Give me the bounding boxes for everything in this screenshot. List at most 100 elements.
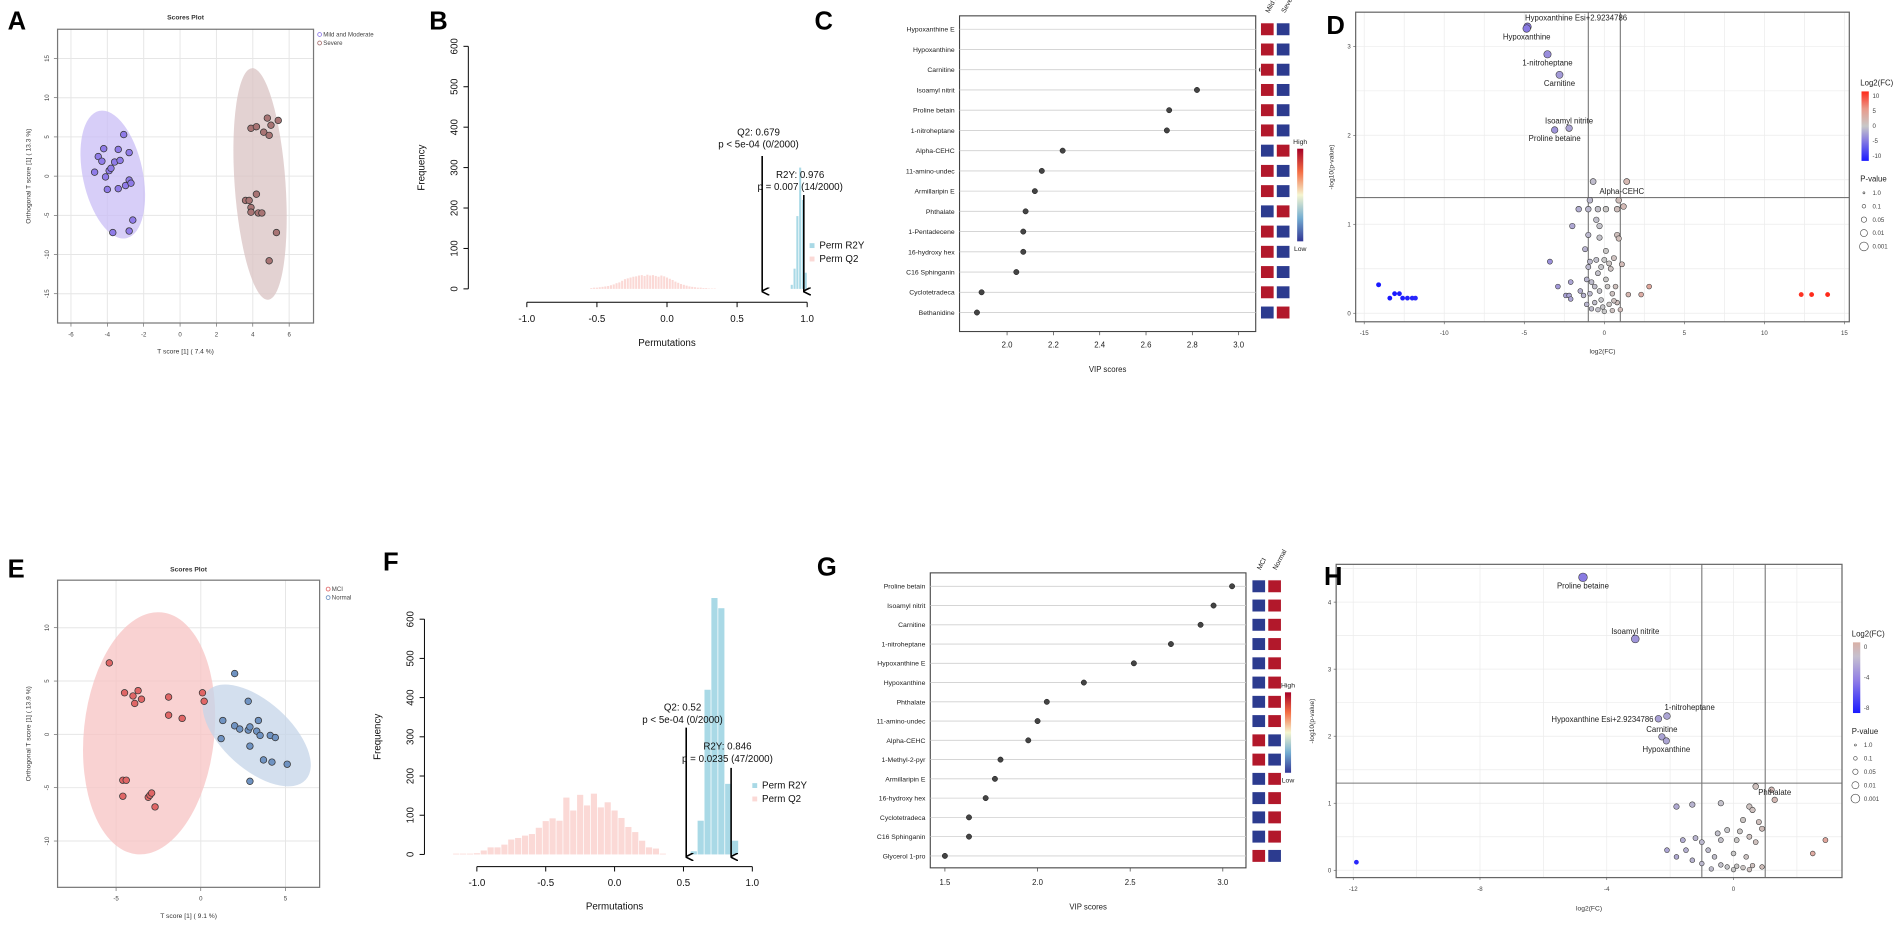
data-point [114, 145, 122, 154]
y-axis-label: -log10(p-value) [1309, 698, 1316, 743]
vip-dot [974, 309, 980, 316]
histogram-bar-perm-q2 [640, 275, 643, 289]
data-point [236, 725, 244, 733]
histogram-bar-perm-q2 [691, 286, 694, 289]
feature-label: 11-amino-undec [877, 719, 926, 726]
plot-background [1336, 564, 1842, 878]
data-point [1825, 292, 1831, 297]
x-tick-label: -0.5 [589, 314, 606, 325]
y-tick-label: 200 [405, 767, 416, 784]
data-point [1603, 248, 1609, 254]
heatmap-cell [1260, 83, 1275, 97]
data-point [1598, 264, 1604, 270]
x-tick-label: -1.0 [518, 314, 535, 325]
data-point [1714, 830, 1721, 837]
y-tick-label: -5 [44, 212, 51, 218]
histogram-bar-perm-q2 [494, 847, 501, 855]
histogram-bar-perm-q2 [671, 279, 674, 289]
data-point [107, 164, 115, 172]
data-point [1708, 866, 1714, 872]
volcano-plot-panel-H: Proline betaine Isoamyl nitrite 1-nitrohep… [1309, 563, 1885, 912]
heatmap-cell [1267, 714, 1282, 728]
x-tick-label: -4 [105, 331, 111, 338]
heatmap-cell [1276, 204, 1291, 219]
heatmap-cell [1251, 849, 1266, 863]
panel-label: G [817, 553, 837, 581]
size-legend-label: 1.0 [1872, 190, 1881, 197]
data-point [1596, 288, 1603, 294]
histogram-bar-perm-q2 [615, 283, 618, 289]
data-point [1617, 307, 1623, 313]
x-tick-label: 0 [1603, 330, 1607, 337]
point-label: Isoamyl nitrite [1545, 116, 1593, 125]
histogram-bar-perm-q2 [583, 805, 591, 855]
x-axis-label: T score [1] ( 7.4 %) [157, 348, 214, 355]
data-point [1595, 307, 1601, 313]
y-tick-label: 0 [449, 286, 460, 292]
histogram-bar-perm-q2 [604, 286, 607, 289]
histogram-bar-perm-q2 [473, 853, 480, 855]
histogram-bar-perm-q2 [679, 284, 683, 289]
x-tick-label: 5 [1683, 330, 1687, 337]
x-tick-label: 1.0 [746, 878, 760, 889]
histogram-bar-perm-q2 [696, 287, 699, 289]
data-point [1354, 859, 1359, 865]
data-point [1585, 231, 1592, 238]
plot-border [56, 579, 321, 888]
heatmap-cell [1251, 810, 1266, 825]
vip-dot [1038, 167, 1045, 174]
data-point [1673, 854, 1680, 860]
data-point [1755, 819, 1762, 825]
color-legend-tick: 5 [1872, 108, 1876, 115]
data-point [231, 669, 239, 678]
y-tick-label: 100 [449, 240, 460, 257]
data-point [1591, 283, 1598, 290]
vip-dot [1031, 188, 1038, 195]
histogram-bar-perm-q2 [623, 279, 626, 289]
data-point [120, 130, 128, 139]
heatmap-cell [1251, 618, 1266, 632]
data-point [1580, 292, 1587, 299]
histogram-bar-perm-q2 [618, 817, 625, 855]
histogram-bar-perm-q2 [601, 286, 604, 289]
x-tick-label: 0.0 [660, 314, 674, 325]
histogram-bar-perm-q2 [657, 276, 660, 289]
heatmap-cell [1260, 285, 1275, 299]
color-legend-title: Log2(FC) [1860, 78, 1893, 87]
data-point [1584, 301, 1590, 307]
data-point [125, 148, 133, 157]
data-point [1602, 206, 1610, 213]
data-point [137, 695, 146, 703]
data-point [1711, 854, 1718, 860]
data-point [1601, 256, 1608, 263]
data-point [129, 216, 137, 224]
size-legend-marker [1851, 781, 1860, 790]
data-point [1620, 203, 1627, 210]
heatmap-cell [1260, 63, 1275, 77]
y-tick-label: 5 [44, 135, 51, 139]
histogram-bar-perm-r2y [793, 268, 796, 289]
labeled-data-point [1522, 24, 1531, 33]
data-point [1594, 206, 1602, 213]
histogram-bar-perm-q2 [654, 275, 657, 289]
feature-label: Bethanidine [919, 310, 955, 317]
feature-label: Hypoxanthine [913, 47, 955, 54]
data-point [245, 196, 253, 205]
group-header: Severe [1281, 0, 1297, 14]
data-point [151, 803, 159, 811]
vip-dot [966, 833, 972, 840]
data-point [265, 257, 273, 265]
size-legend-label: 0.001 [1872, 244, 1888, 251]
data-point [1759, 864, 1765, 870]
data-point [1740, 864, 1746, 871]
histogram-bar-perm-q2 [646, 274, 649, 289]
x-tick-label: -6 [68, 331, 74, 338]
x-tick-label: 2 [215, 331, 219, 338]
data-point [1604, 283, 1611, 290]
data-point [271, 733, 279, 742]
color-legend-tick: -5 [1872, 138, 1878, 145]
data-point [1724, 864, 1730, 870]
data-point [1611, 255, 1617, 261]
scores-plot-panel-A: -6 -4 -2 0 2 4 6 -15 -10 -5 0 5 10 15 Scores Plot T sco… [26, 15, 374, 356]
heatmap-cell [1251, 772, 1266, 786]
